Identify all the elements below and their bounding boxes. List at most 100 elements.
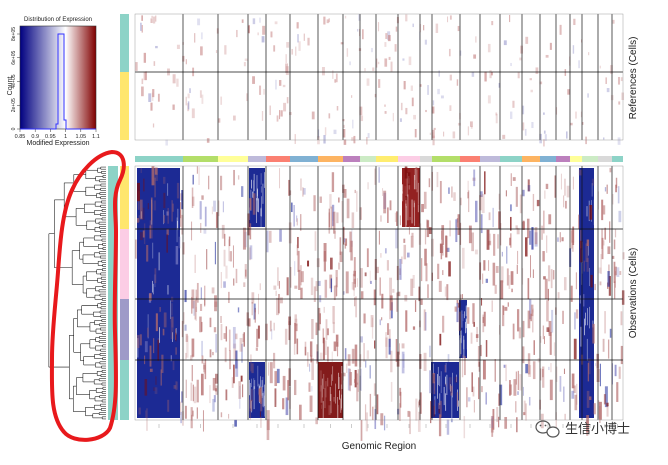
- observation-heatmap-cell: [338, 262, 341, 270]
- observation-heatmap-cell: [287, 380, 290, 401]
- observation-heatmap-cell: [525, 364, 529, 374]
- observation-heatmap-cell: [456, 300, 459, 304]
- observation-heatmap-cell: [149, 225, 151, 239]
- observation-heatmap-cell: [170, 355, 173, 362]
- reference-heatmap-cell: [295, 46, 297, 56]
- observation-heatmap-cell: [175, 332, 177, 342]
- observation-heatmap-cell: [202, 410, 204, 432]
- observation-heatmap-cell: [353, 257, 356, 277]
- reference-heatmap-cell: [155, 45, 158, 49]
- observation-heatmap-cell: [190, 382, 193, 401]
- color-key-y-tick-label: 4e+05: [11, 74, 17, 88]
- observation-heatmap-block-gap: [588, 245, 589, 256]
- observation-heatmap-cell: [403, 353, 405, 368]
- reference-heatmap-cell: [432, 100, 435, 106]
- observation-heatmap-cell: [155, 313, 158, 332]
- observation-heatmap-cell: [248, 247, 252, 261]
- chromosome-strip-segment: [218, 156, 248, 162]
- reference-heatmap-cell: [543, 139, 545, 147]
- reference-heatmap-cell: [422, 25, 425, 31]
- observation-heatmap-cell: [572, 176, 574, 190]
- observation-heatmap-cell: [288, 316, 292, 326]
- reference-heatmap-cell: [438, 70, 440, 77]
- observation-heatmap-cell: [296, 338, 299, 355]
- observation-heatmap-block-gap: [176, 217, 178, 243]
- observation-heatmap-cell: [160, 369, 162, 386]
- observation-heatmap-cell: [564, 178, 566, 196]
- observation-heatmap-cell: [323, 306, 325, 313]
- observation-heatmap-cell: [560, 173, 562, 190]
- observation-heatmap-cell: [203, 228, 207, 234]
- reference-heatmap-cell: [469, 121, 473, 127]
- observation-heatmap-cell: [604, 187, 607, 192]
- reference-heatmap-cell: [388, 56, 391, 60]
- observation-heatmap-cell: [327, 377, 329, 387]
- observation-heatmap-cell: [192, 410, 194, 417]
- observation-heatmap-cell: [399, 258, 402, 280]
- observation-heatmap-cell: [194, 299, 197, 320]
- observation-heatmap-cell: [491, 418, 494, 437]
- observation-heatmap-cell: [597, 191, 599, 210]
- observation-heatmap-cell: [614, 229, 617, 238]
- observation-heatmap-cell: [566, 185, 570, 198]
- observation-heatmap-cell: [517, 370, 519, 391]
- observation-heatmap-cell: [448, 187, 450, 194]
- observation-heatmap-block-gap: [586, 338, 588, 361]
- observation-heatmap-block-gap: [466, 331, 468, 350]
- observation-heatmap-block-gap: [405, 205, 407, 226]
- observation-heatmap-cell: [510, 271, 514, 285]
- observation-heatmap-block-gap: [249, 383, 251, 409]
- observation-heatmap-cell: [492, 262, 496, 286]
- observation-heatmap-cell: [278, 280, 280, 289]
- observation-heatmap-cell: [144, 341, 148, 353]
- observation-heatmap-cell: [431, 383, 435, 406]
- observation-heatmap-cell: [609, 167, 612, 173]
- observation-heatmap-block-gap: [437, 374, 438, 399]
- observation-heatmap-cell: [333, 396, 337, 402]
- observation-heatmap-block-gap: [340, 394, 342, 409]
- observation-heatmap-cell: [300, 271, 304, 283]
- observation-heatmap-cell: [191, 414, 193, 421]
- observation-heatmap-cell: [446, 247, 450, 252]
- observation-heatmap-block-gap: [456, 374, 457, 383]
- reference-heatmap-cell: [215, 50, 218, 54]
- reference-heatmap-cell: [544, 134, 547, 141]
- observation-heatmap-cell: [557, 292, 560, 299]
- observation-heatmap-cell: [410, 235, 414, 248]
- observation-heatmap-cell: [244, 263, 247, 279]
- chromosome-strip-segment: [183, 156, 218, 162]
- observation-heatmap-cell: [414, 300, 417, 312]
- observation-heatmap-block-gap: [256, 198, 257, 224]
- chromosome-strip-segment: [343, 156, 360, 162]
- observation-heatmap-cell: [445, 235, 448, 258]
- observation-heatmap-cell: [467, 397, 471, 402]
- observation-heatmap-cell: [208, 175, 210, 190]
- reference-heatmap-cell: [473, 54, 477, 59]
- reference-heatmap-cell: [367, 133, 370, 139]
- observation-chromosome-dividers: [182, 166, 613, 420]
- observation-heatmap-cell: [286, 277, 289, 296]
- observation-heatmap-block-gap: [440, 371, 442, 394]
- observation-heatmap-cell: [304, 346, 307, 356]
- observation-heatmap-cell: [444, 286, 447, 297]
- reference-heatmap-cell: [246, 93, 248, 102]
- observation-heatmap-cell: [328, 208, 330, 228]
- observation-heatmap-cell: [324, 340, 327, 356]
- observation-heatmap-cell: [390, 350, 393, 373]
- observation-heatmap-cell: [209, 385, 211, 404]
- reference-heatmap-cell: [457, 25, 460, 32]
- observation-heatmap-cell: [479, 191, 483, 198]
- reference-heatmap-cell: [340, 42, 344, 45]
- observation-heatmap-cell: [213, 200, 216, 212]
- observation-heatmap-cell: [496, 407, 499, 423]
- reference-heatmap-cell: [197, 18, 201, 26]
- reference-heatmap-cell: [185, 96, 187, 106]
- observation-heatmap-cell: [381, 293, 384, 309]
- reference-heatmap-cell: [585, 136, 587, 145]
- observation-heatmap-cell: [550, 269, 553, 289]
- observation-heatmap-cell: [211, 206, 213, 215]
- observation-heatmap-cell: [228, 291, 230, 304]
- observation-heatmap-cell: [532, 193, 535, 211]
- observation-heatmap-cell: [505, 364, 507, 382]
- observation-heatmap-cell: [228, 236, 231, 247]
